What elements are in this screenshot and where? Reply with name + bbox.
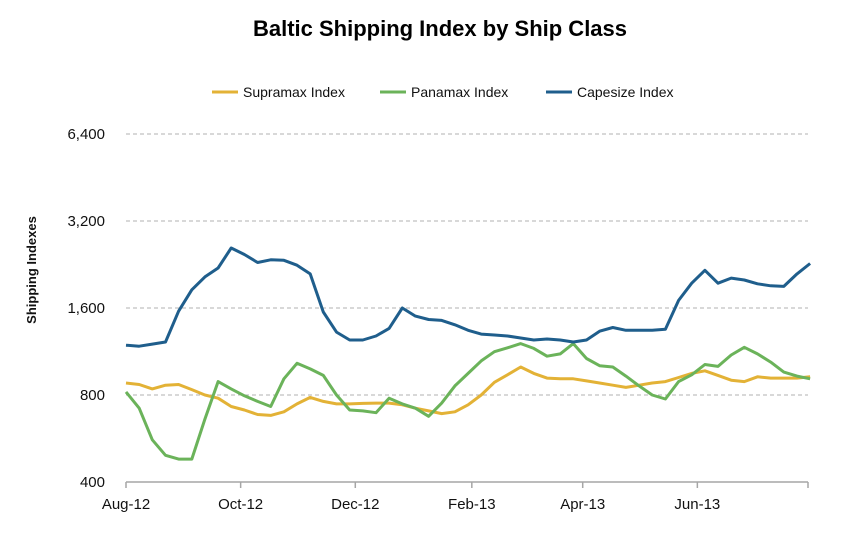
chart-title: Baltic Shipping Index by Ship Class	[253, 16, 627, 41]
gridlines	[126, 133, 808, 483]
series-lines	[124, 246, 812, 461]
y-axis-label: Shipping Indexes	[24, 216, 39, 324]
y-tick-label: 1,600	[67, 300, 105, 317]
legend: Supramax Index Panamax Index Capesize Inde…	[212, 84, 674, 100]
y-tick-label: 6,400	[67, 126, 105, 143]
x-tick-label: Jun-13	[674, 496, 720, 513]
y-tick-label: 3,200	[67, 213, 105, 230]
series-line-panamax-index	[124, 342, 811, 461]
series-line-capesize-index	[125, 246, 812, 348]
legend-label: Capesize Index	[577, 84, 674, 100]
x-ticks: Aug-12 Oct-12 Dec-12 Feb-13 Apr-13 Jun-13	[102, 482, 809, 513]
x-tick-label: Dec-12	[331, 496, 379, 513]
legend-label: Panamax Index	[411, 84, 508, 100]
y-ticks: 400 800 1,600 3,200 6,400	[67, 126, 105, 491]
y-tick-label: 400	[80, 474, 105, 491]
x-tick-label: Feb-13	[448, 496, 496, 513]
y-tick-label: 800	[80, 387, 105, 404]
legend-label: Supramax Index	[243, 84, 345, 100]
x-tick-label: Aug-12	[102, 496, 150, 513]
x-tick-label: Oct-12	[218, 496, 263, 513]
x-tick-label: Apr-13	[560, 496, 605, 513]
